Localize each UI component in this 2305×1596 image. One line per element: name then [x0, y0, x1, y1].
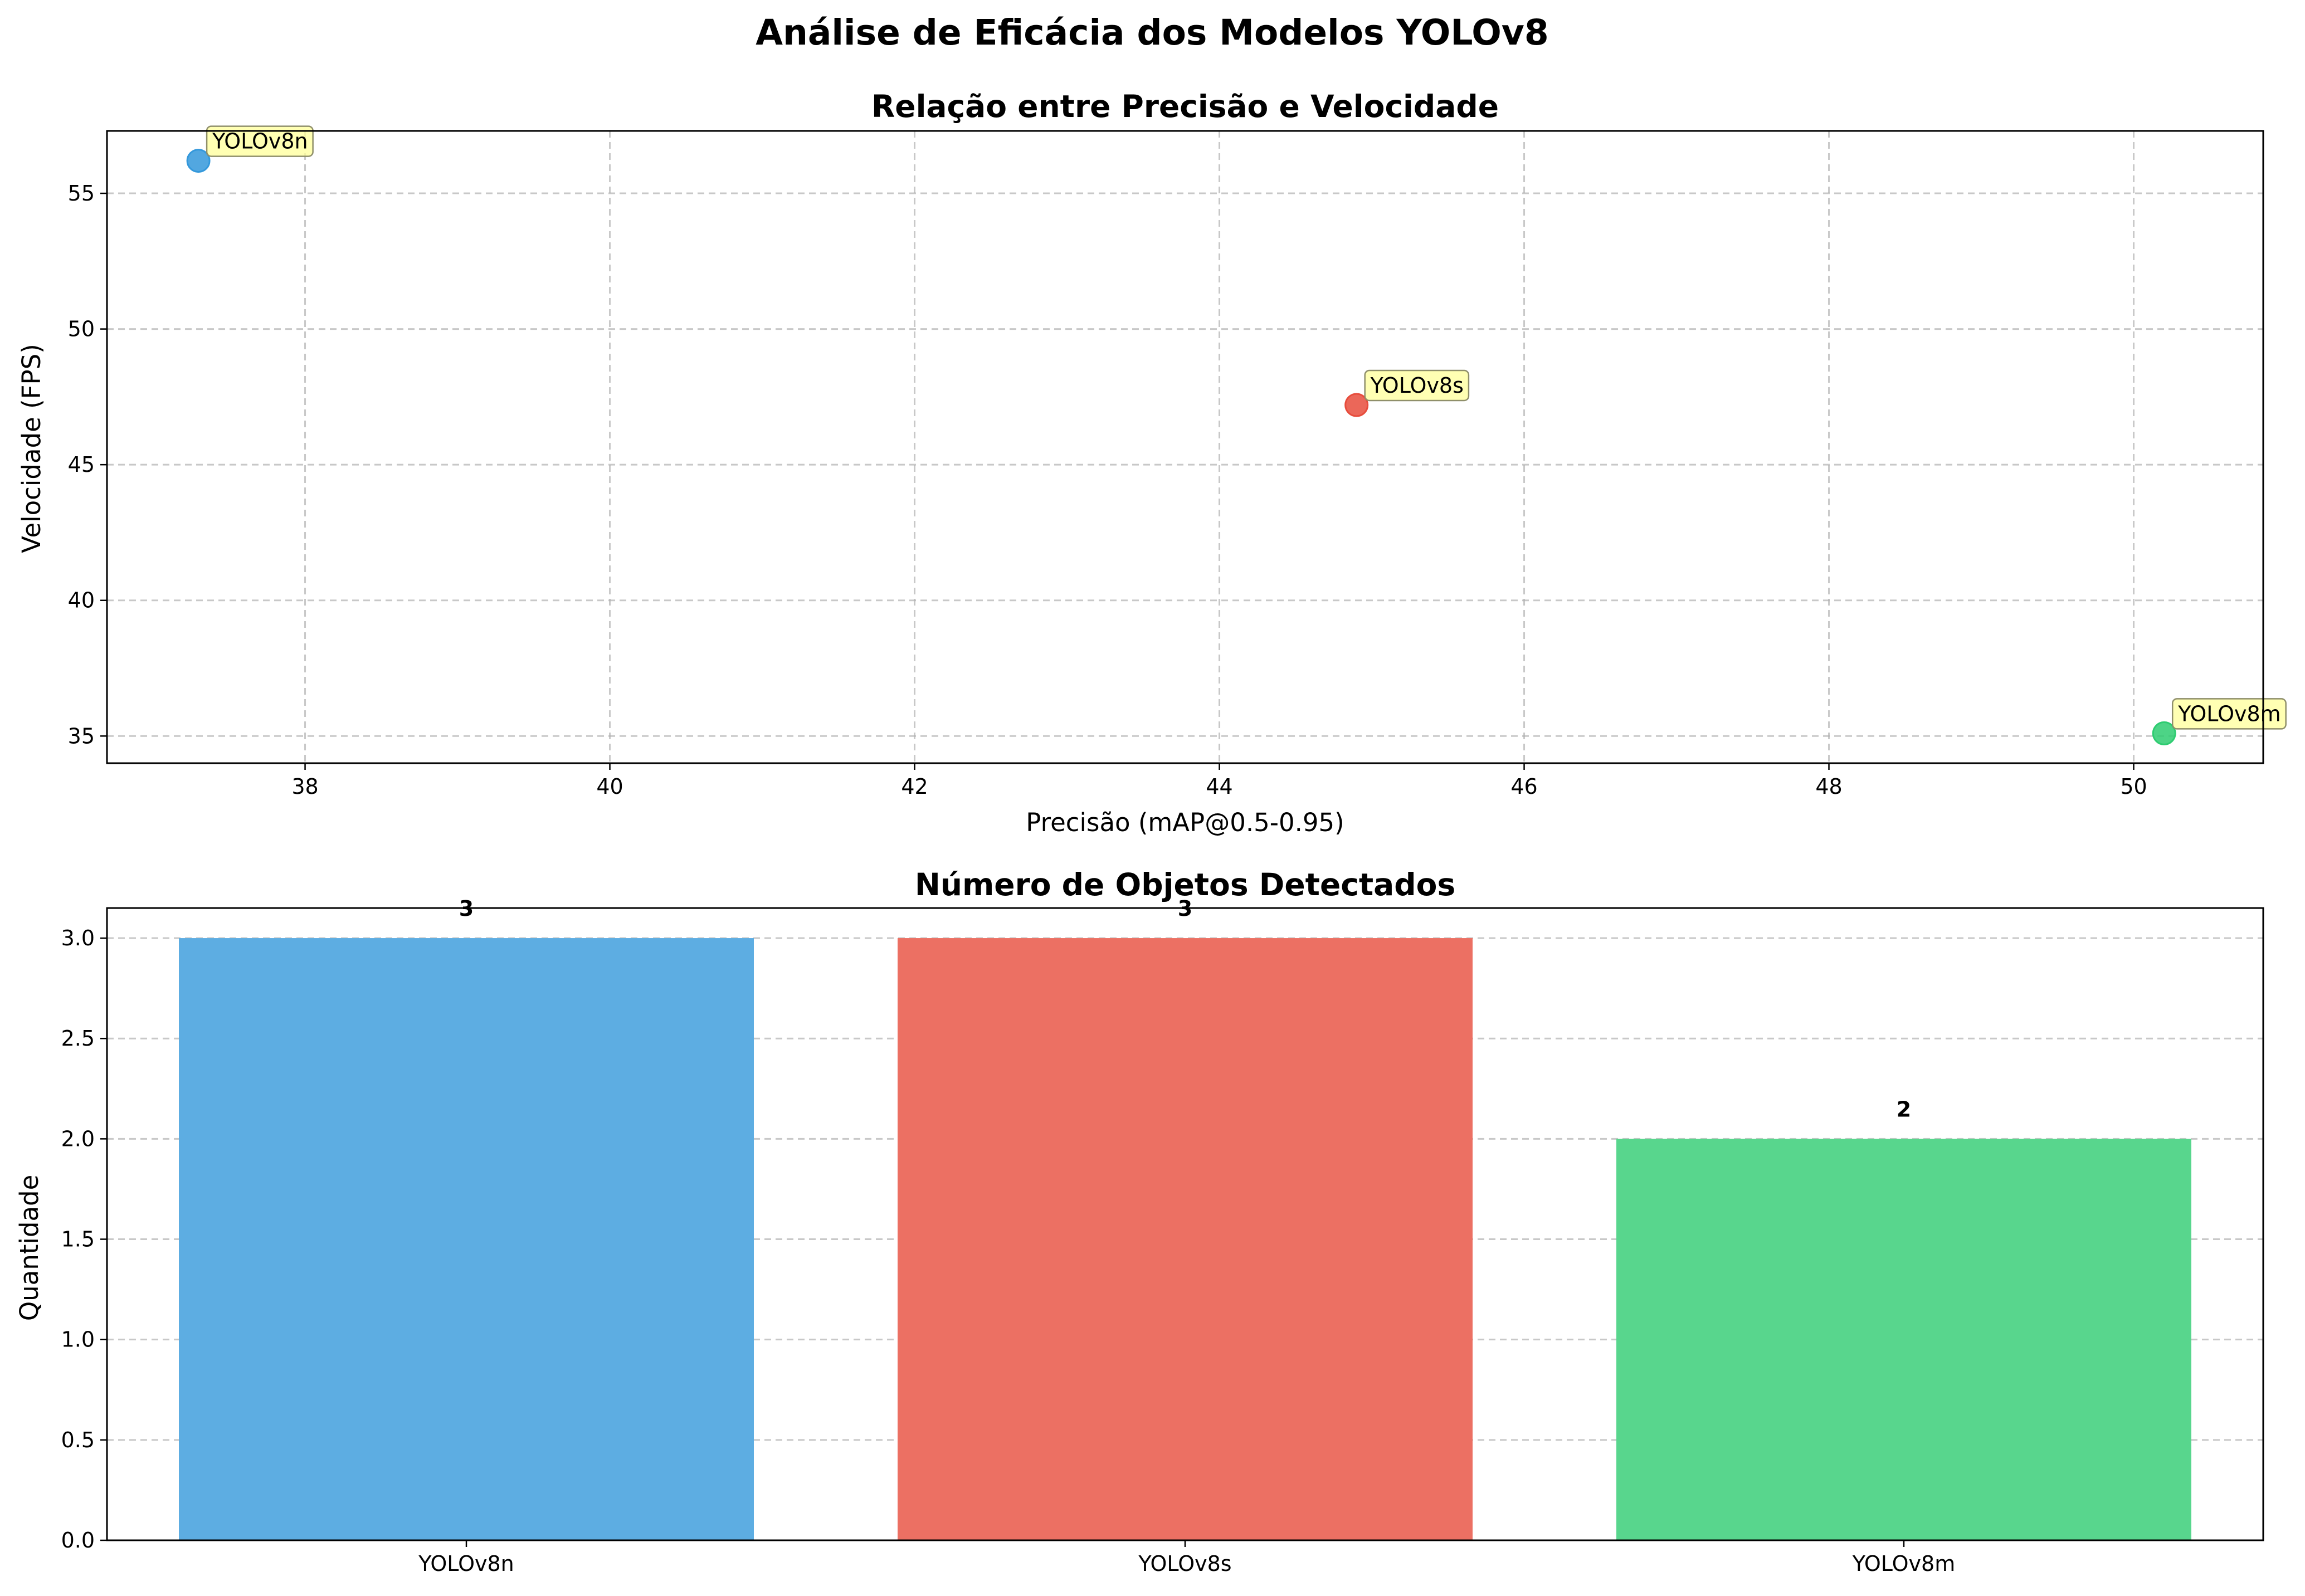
bar-value-label: 2	[1897, 1097, 1911, 1121]
scatter-plot-frame	[106, 130, 2264, 764]
bar-y-tick-label: 2.5	[61, 1026, 95, 1051]
bar-bars: 3 32	[179, 896, 2191, 1540]
scatter-points: YOLOv8n YOLOv8s YOLOv8m	[186, 125, 2287, 745]
scatter-point-label: YOLOv8s	[1370, 373, 1464, 398]
bar-x-tick-label: YOLOv8n	[418, 1551, 514, 1576]
figure-title: Análise de Eficácia dos Modelos YOLOv8	[756, 12, 1548, 53]
bar-chart: Número de Objetos Detectados 3 32 YOLOv8n…	[14, 867, 2264, 1576]
bar-y-axis-label: Quantidade	[14, 1175, 44, 1321]
scatter-y-tick-label: 50	[68, 317, 95, 341]
bar-y-tick-label: 0.5	[61, 1428, 95, 1452]
scatter-x-tick-label: 50	[2120, 774, 2147, 799]
scatter-x-tick-label: 48	[1815, 774, 1842, 799]
scatter-title: Relação entre Precisão e Velocidade	[871, 89, 1499, 124]
scatter-x-tick-label: 38	[291, 774, 318, 799]
bar-yolov8s	[898, 938, 1473, 1540]
scatter-gridlines	[107, 131, 2263, 763]
bar-y-tick-label: 1.5	[61, 1227, 95, 1252]
bar-y-tick-label: 1.0	[61, 1327, 95, 1352]
bar-yolov8n	[179, 938, 754, 1540]
scatter-point-label-box	[206, 125, 314, 157]
scatter-x-tick-label: 46	[1510, 774, 1537, 799]
scatter-x-tick-label: 40	[596, 774, 623, 799]
scatter-y-tick-label: 35	[68, 724, 95, 748]
scatter-x-axis-label: Precisão (mAP@0.5-0.95)	[1026, 808, 1344, 837]
scatter-point-label: YOLOv8m	[2177, 701, 2280, 726]
scatter-point-yolov8s: YOLOv8s	[1344, 369, 1470, 417]
bar-x-ticks: YOLOv8n YOLOv8s YOLOv8m	[418, 1540, 1955, 1576]
bar-y-tick-label: 3.0	[61, 926, 95, 950]
scatter-y-tick-label: 40	[68, 588, 95, 613]
bar-title: Número de Objetos Detectados	[915, 867, 1455, 902]
scatter-marker	[2152, 721, 2176, 745]
scatter-y-tick-label: 45	[68, 452, 95, 477]
scatter-x-tick-label: 42	[901, 774, 928, 799]
bar-y-tick-label: 2.0	[61, 1126, 95, 1151]
scatter-point-label: YOLOv8n	[212, 129, 308, 154]
scatter-chart: Relação entre Precisão e Velocidade YOLO…	[17, 89, 2287, 837]
scatter-x-ticks: 38 40 42 44 46 48 50	[291, 763, 2147, 799]
bar-x-tick-label: YOLOv8m	[1852, 1551, 1955, 1576]
scatter-y-axis-label: Velocidade (FPS)	[17, 344, 46, 553]
scatter-point-label-box	[2171, 698, 2287, 730]
scatter-point-yolov8n: YOLOv8n	[186, 125, 314, 173]
bar-y-ticks: 0.0 0.5 1.0 1.5 2.0 2.5 3.0	[61, 926, 107, 1553]
scatter-x-tick-label: 44	[1206, 774, 1232, 799]
bar-x-tick-label: YOLOv8s	[1138, 1551, 1231, 1576]
scatter-y-ticks: 35 40 45 50 55	[68, 181, 107, 748]
scatter-marker	[186, 149, 211, 173]
scatter-point-label-box	[1364, 369, 1470, 402]
scatter-y-tick-label: 55	[68, 181, 95, 206]
bar-y-tick-label: 0.0	[61, 1528, 95, 1553]
bar-yolov8m	[1616, 1139, 2191, 1540]
scatter-marker	[1344, 393, 1369, 417]
